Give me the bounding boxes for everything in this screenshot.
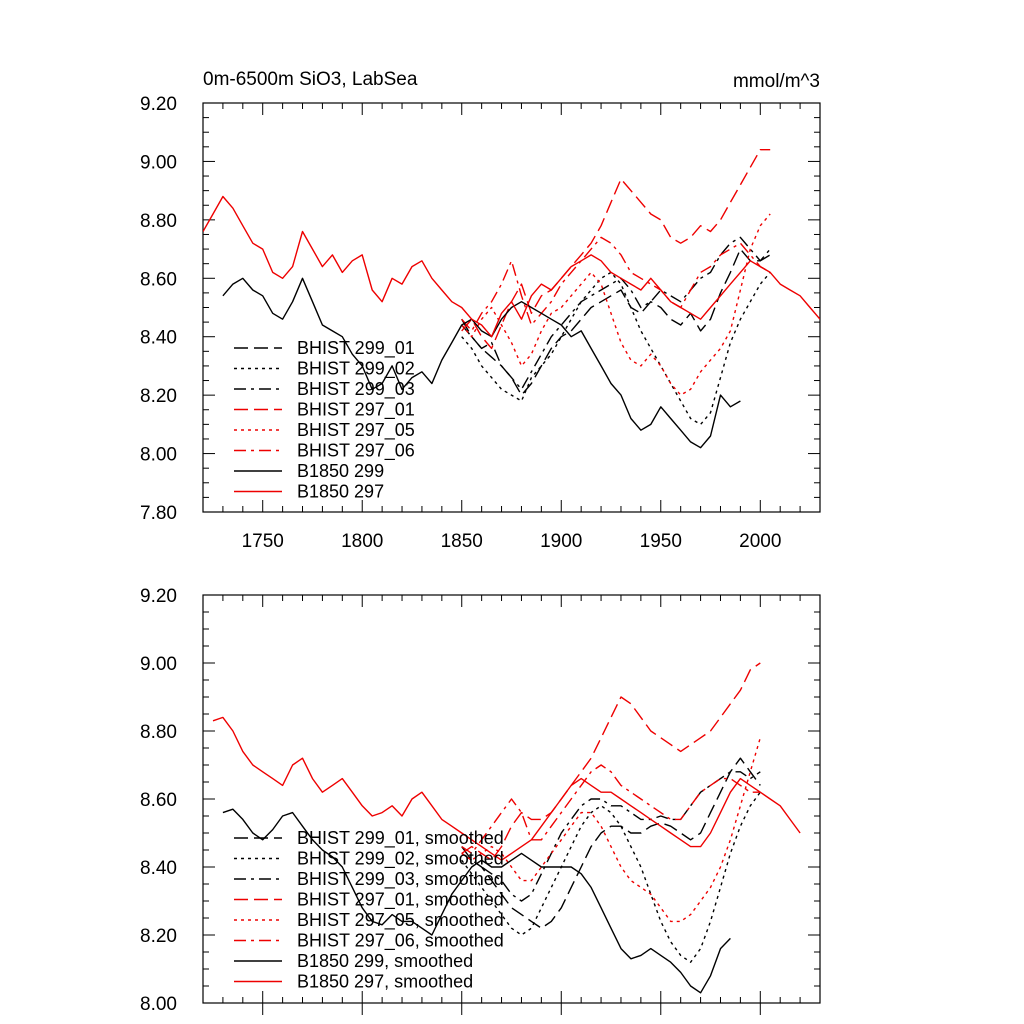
legend-label: BHIST 297_06 — [297, 441, 415, 462]
series-line-6 — [222, 808, 731, 994]
y-tick-label: 9.20 — [140, 94, 177, 115]
legend-label: B1850 297 — [297, 482, 384, 502]
legend-label: BHIST 299_01 — [297, 338, 415, 359]
x-tick-label: 1800 — [341, 531, 383, 552]
chart-title: 0m-6500m SiO3, LabSea — [203, 69, 418, 90]
x-tick-label: 1750 — [242, 531, 284, 552]
series-line-0 — [461, 757, 761, 929]
legend-label: BHIST 297_05, smoothed — [297, 910, 504, 931]
legend-label: B1850 299 — [297, 461, 384, 481]
series-line-2 — [461, 236, 771, 390]
legend-label: BHIST 299_02, smoothed — [297, 849, 504, 870]
series-line-3 — [461, 662, 761, 861]
chart-panel-bottom: 8.00 8.20 8.40 8.60 8.80 9.00 9.20 BHIST 299_01… — [140, 586, 821, 1015]
y-tick-label: 9.00 — [140, 654, 177, 675]
series-line-6 — [222, 277, 741, 449]
y-tick-label: 8.00 — [140, 994, 177, 1015]
legend-label: BHIST 299_03 — [297, 379, 415, 400]
x-tick-label: 2000 — [739, 531, 781, 552]
y-tick-label: 8.60 — [140, 269, 177, 290]
legend-label: BHIST 299_02 — [297, 359, 415, 380]
series-line-1 — [461, 791, 761, 963]
y-tick-label: 8.80 — [140, 211, 177, 232]
legend-label: BHIST 297_01 — [297, 400, 415, 421]
y-tick-label: 8.60 — [140, 790, 177, 811]
series-line-4 — [461, 737, 761, 923]
chart-panel-top: 1750 1800 1850 1900 1950 2000 7.80 8.00 8.20 8.40… — [140, 69, 821, 552]
y-tick-label: 7.80 — [140, 503, 177, 524]
y-tick-label: 8.40 — [140, 328, 177, 349]
x-tick-label: 1950 — [640, 531, 682, 552]
series-line-1 — [461, 271, 771, 426]
series-line-2 — [461, 771, 761, 902]
legend-label: BHIST 297_05 — [297, 420, 415, 441]
y-tick-label: 8.40 — [140, 858, 177, 879]
x-tick-label: 1850 — [441, 531, 483, 552]
legend-label: BHIST 299_01, smoothed — [297, 828, 504, 849]
y-tick-label: 8.80 — [140, 722, 177, 743]
legend-label: B1850 297, smoothed — [297, 972, 473, 992]
y-tick-label: 8.20 — [140, 926, 177, 947]
y-tick-label: 9.00 — [140, 152, 177, 173]
series-group — [212, 662, 801, 994]
legend-label: BHIST 297_01, smoothed — [297, 890, 504, 911]
chart-units: mmol/m^3 — [733, 71, 820, 92]
series-line-3 — [461, 149, 771, 350]
series-line-4 — [461, 213, 771, 396]
series-group — [203, 149, 820, 449]
series-line-5 — [461, 236, 771, 332]
series-line-7 — [212, 716, 801, 861]
y-tick-label: 8.00 — [140, 445, 177, 466]
series-line-5 — [461, 764, 761, 855]
legend-label: BHIST 297_06, smoothed — [297, 931, 504, 952]
x-tick-label: 1900 — [540, 531, 582, 552]
legend-label: B1850 299, smoothed — [297, 951, 473, 971]
legend-label: BHIST 299_03, smoothed — [297, 869, 504, 890]
y-tick-label: 8.20 — [140, 386, 177, 407]
y-tick-label: 9.20 — [140, 586, 177, 607]
series-line-7 — [203, 195, 820, 338]
